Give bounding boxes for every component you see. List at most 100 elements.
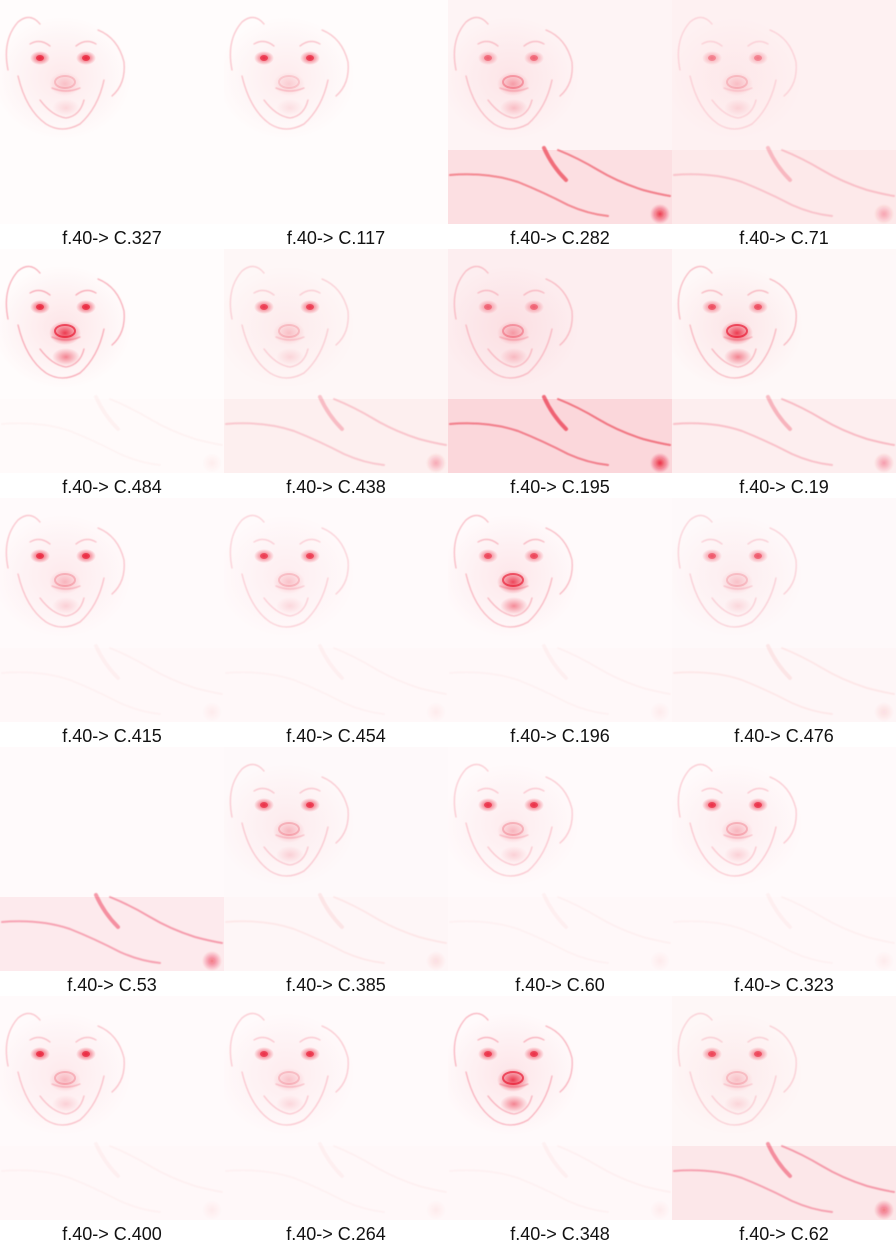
paw-outline [650, 1200, 670, 1220]
nose-hotspot [273, 570, 305, 594]
nose-hotspot [273, 819, 305, 843]
mouth-hotspot [500, 99, 528, 117]
body-region [448, 897, 672, 971]
mouth-hotspot [724, 846, 752, 864]
saliency-heatmap [448, 763, 672, 971]
heatmap-cell: f.40-> C.53 [0, 747, 224, 996]
paw-outline [449, 146, 671, 224]
paw-outline [673, 1142, 895, 1220]
mouth-hotspot [52, 1095, 80, 1113]
dog-face-outline [677, 265, 797, 379]
heatmap-cell: f.40-> C.385 [224, 747, 448, 996]
nose-hotspot [721, 819, 753, 843]
right-eye-hotspot [748, 1047, 768, 1061]
heatmap-caption: f.40-> C.484 [62, 477, 162, 497]
heatmap-caption: f.40-> C.415 [62, 726, 162, 746]
paw-outline [449, 395, 671, 473]
mouth-hotspot [500, 597, 528, 615]
body-region [672, 399, 896, 473]
paw-outline [426, 1200, 446, 1220]
saliency-heatmap [0, 514, 222, 722]
nose-hotspot [273, 321, 305, 345]
heatmap-cell: f.40-> C.196 [448, 498, 672, 747]
body-region [672, 897, 896, 971]
paw-outline [874, 951, 894, 971]
heatmap-cell: f.40-> C.327 [0, 0, 224, 249]
heatmap-caption: f.40-> C.71 [739, 228, 829, 248]
body-region [0, 897, 224, 971]
heatmap-cell: f.40-> C.19 [672, 249, 896, 498]
nose-hotspot [721, 570, 753, 594]
saliency-heatmap [0, 16, 132, 140]
saliency-heatmap [672, 763, 896, 971]
heatmap-caption: f.40-> C.195 [510, 477, 610, 497]
dog-face-outline [5, 16, 125, 130]
nose-hotspot [497, 72, 529, 96]
dog-face-outline [453, 265, 573, 379]
paw-outline [225, 395, 447, 473]
heatmap-caption: f.40-> C.62 [739, 1224, 829, 1244]
left-eye-hotspot [478, 51, 498, 65]
mouth-hotspot [500, 348, 528, 366]
heatmap-caption: f.40-> C.264 [286, 1224, 386, 1244]
paw-outline [426, 702, 446, 722]
mouth-hotspot [52, 597, 80, 615]
saliency-heatmap [224, 514, 446, 722]
paw-outline [202, 702, 222, 722]
dog-face-outline [677, 16, 797, 130]
dog-face-outline [453, 16, 573, 130]
mouth-hotspot [724, 1095, 752, 1113]
body-region [224, 399, 448, 473]
heatmap-caption: f.40-> C.385 [286, 975, 386, 995]
mouth-hotspot [276, 846, 304, 864]
mouth-hotspot [500, 846, 528, 864]
heatmap-caption: f.40-> C.196 [510, 726, 610, 746]
heatmap-cell: f.40-> C.438 [224, 249, 448, 498]
heatmap-caption: f.40-> C.323 [734, 975, 834, 995]
heatmap-caption: f.40-> C.327 [62, 228, 162, 248]
heatmap-cell: f.40-> C.117 [224, 0, 448, 249]
right-eye-hotspot [748, 300, 768, 314]
saliency-heatmap [448, 0, 672, 224]
heatmap-cell: f.40-> C.62 [672, 996, 896, 1245]
saliency-heatmap [0, 893, 224, 971]
saliency-heatmap [448, 249, 672, 473]
saliency-heatmap [672, 1012, 896, 1220]
left-eye-hotspot [702, 549, 722, 563]
saliency-heatmap [448, 514, 670, 722]
paw-outline [673, 146, 895, 224]
body-region [672, 648, 896, 722]
right-eye-hotspot [524, 51, 544, 65]
body-region [672, 150, 896, 224]
heatmap-cell: f.40-> C.60 [448, 747, 672, 996]
heatmap-caption: f.40-> C.117 [286, 228, 386, 248]
saliency-heatmap [224, 1012, 446, 1220]
nose-hotspot [49, 72, 81, 96]
mouth-hotspot [52, 99, 80, 117]
mouth-hotspot [500, 1095, 528, 1113]
body-region [448, 1146, 672, 1220]
heatmap-caption: f.40-> C.438 [286, 477, 386, 497]
saliency-heatmap [224, 763, 447, 971]
saliency-heatmap [672, 0, 896, 224]
saliency-heatmap [0, 265, 222, 473]
saliency-heatmap [0, 1012, 224, 1220]
left-eye-hotspot [702, 51, 722, 65]
nose-hotspot [497, 321, 529, 345]
left-eye-hotspot [702, 300, 722, 314]
saliency-heatmap [224, 16, 356, 140]
body-region [0, 1146, 224, 1220]
heatmap-caption: f.40-> C.60 [515, 975, 605, 995]
mouth-hotspot [52, 348, 80, 366]
right-eye-hotspot [748, 549, 768, 563]
heatmap-caption: f.40-> C.19 [739, 477, 829, 497]
nose-hotspot [721, 72, 753, 96]
paw-outline [673, 395, 895, 473]
saliency-heatmap [672, 514, 896, 722]
paw-outline [225, 893, 447, 971]
body-region [448, 399, 672, 473]
saliency-heatmap [224, 265, 448, 473]
left-eye-hotspot [702, 1047, 722, 1061]
mouth-hotspot [724, 597, 752, 615]
